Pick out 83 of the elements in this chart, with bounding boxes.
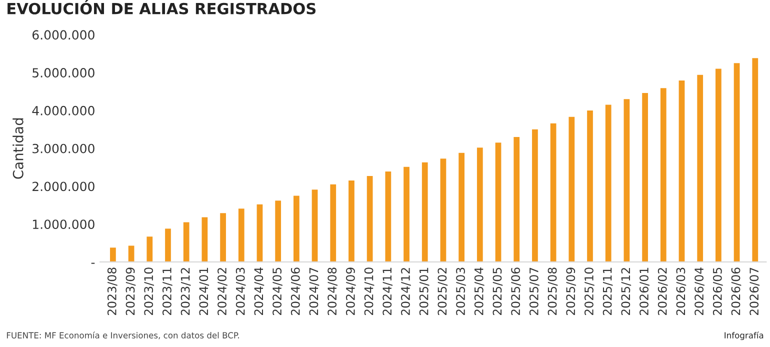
x-tick-label: 2024/11 [382,268,393,316]
bar [476,148,483,262]
x-tick-label: 2025/11 [602,268,613,316]
x-tick-label: 2024/05 [272,268,282,316]
bar [440,158,446,262]
y-tick-label: 4.000.000 [32,106,94,116]
bar [128,246,134,262]
x-tick-label: 2026/04 [694,268,704,316]
bar [256,204,263,262]
x-tick-label: 2026/02 [658,268,668,316]
bar [165,228,171,262]
x-tick-label: 2024/12 [401,268,411,316]
x-tick-label: 2024/03 [236,268,246,316]
x-tick-label: 2025/03 [456,268,466,316]
y-tick-label: 3.000.000 [32,144,94,154]
x-tick-label: 2023/11 [162,268,172,316]
bar [678,80,685,262]
y-axis-title: Cantidad [12,118,24,179]
bar [183,222,190,262]
bar [642,93,648,262]
y-tick-label: 6.000.000 [32,30,94,40]
bar [550,123,556,262]
x-tick-label: 2025/06 [511,268,521,316]
bar [532,129,538,262]
x-tick-label: 2025/12 [621,268,632,316]
x-tick-label: 2024/04 [254,268,264,316]
y-tick-label: 2.000.000 [32,182,94,192]
x-tick-label: 2025/05 [492,268,503,316]
bar [514,136,520,262]
bar [422,162,428,262]
bar [752,58,758,262]
x-tick-label: 2026/01 [640,268,650,316]
source-note: FUENTE: MF Economía e Inversiones, con datos del BCP. [6,332,239,340]
x-tick-label: 2025/10 [584,268,594,316]
bar [404,166,410,262]
y-tick-label: - [91,262,95,264]
chart-title: EVOLUCIÓN DE ALIAS REGISTRADOS [8,0,316,14]
bar [202,217,208,262]
x-tick-label: 2026/07 [750,268,760,316]
x-tick-label: 2023/09 [126,268,136,316]
text: Infografía [724,332,764,340]
x-tick-label: 2025/09 [566,268,576,316]
x-tick-label: 2025/08 [548,268,558,316]
x-tick-label: 2024/10 [364,268,374,316]
x-tick-label: 2026/06 [731,268,742,316]
x-tick-label: 2024/06 [290,268,301,316]
x-tick-label: 2026/03 [676,268,686,316]
bar [146,236,153,262]
x-tick-label: 2023/12 [180,268,191,316]
bar [624,99,630,262]
bar [293,196,300,262]
bar [587,110,593,262]
bar [348,180,354,262]
bar [220,213,226,262]
bar [734,63,740,262]
bar [568,116,575,262]
bar [495,142,502,262]
x-tick-label: 2024/08 [328,268,338,316]
bar [458,152,464,262]
bar [330,184,336,262]
x-tick-label: 2026/05 [712,268,723,316]
bar [366,176,373,262]
bar [605,104,612,262]
bar [385,171,392,262]
x-tick-label: 2024/09 [346,268,356,316]
x-tick-label: 2025/04 [474,268,484,316]
x-tick-label: 2025/02 [438,268,448,316]
x-tick-label: 2023/08 [107,268,118,316]
bar [275,200,282,262]
y-tick-label: 5.000.000 [32,68,94,78]
x-tick-label: 2024/01 [199,268,210,316]
x-tick-label: 2024/07 [309,268,320,316]
y-tick-label: 1.000.000 [32,220,94,230]
x-tick-label: 2025/07 [529,268,540,316]
bar [238,208,244,262]
x-tick-label: 2023/10 [144,268,154,316]
x-tick-label: 2025/01 [419,268,430,316]
bar [110,248,116,262]
x-tick-label: 2024/02 [218,268,228,316]
bar [697,74,704,262]
bar [312,190,318,262]
bar [660,88,666,262]
bar [716,68,722,262]
